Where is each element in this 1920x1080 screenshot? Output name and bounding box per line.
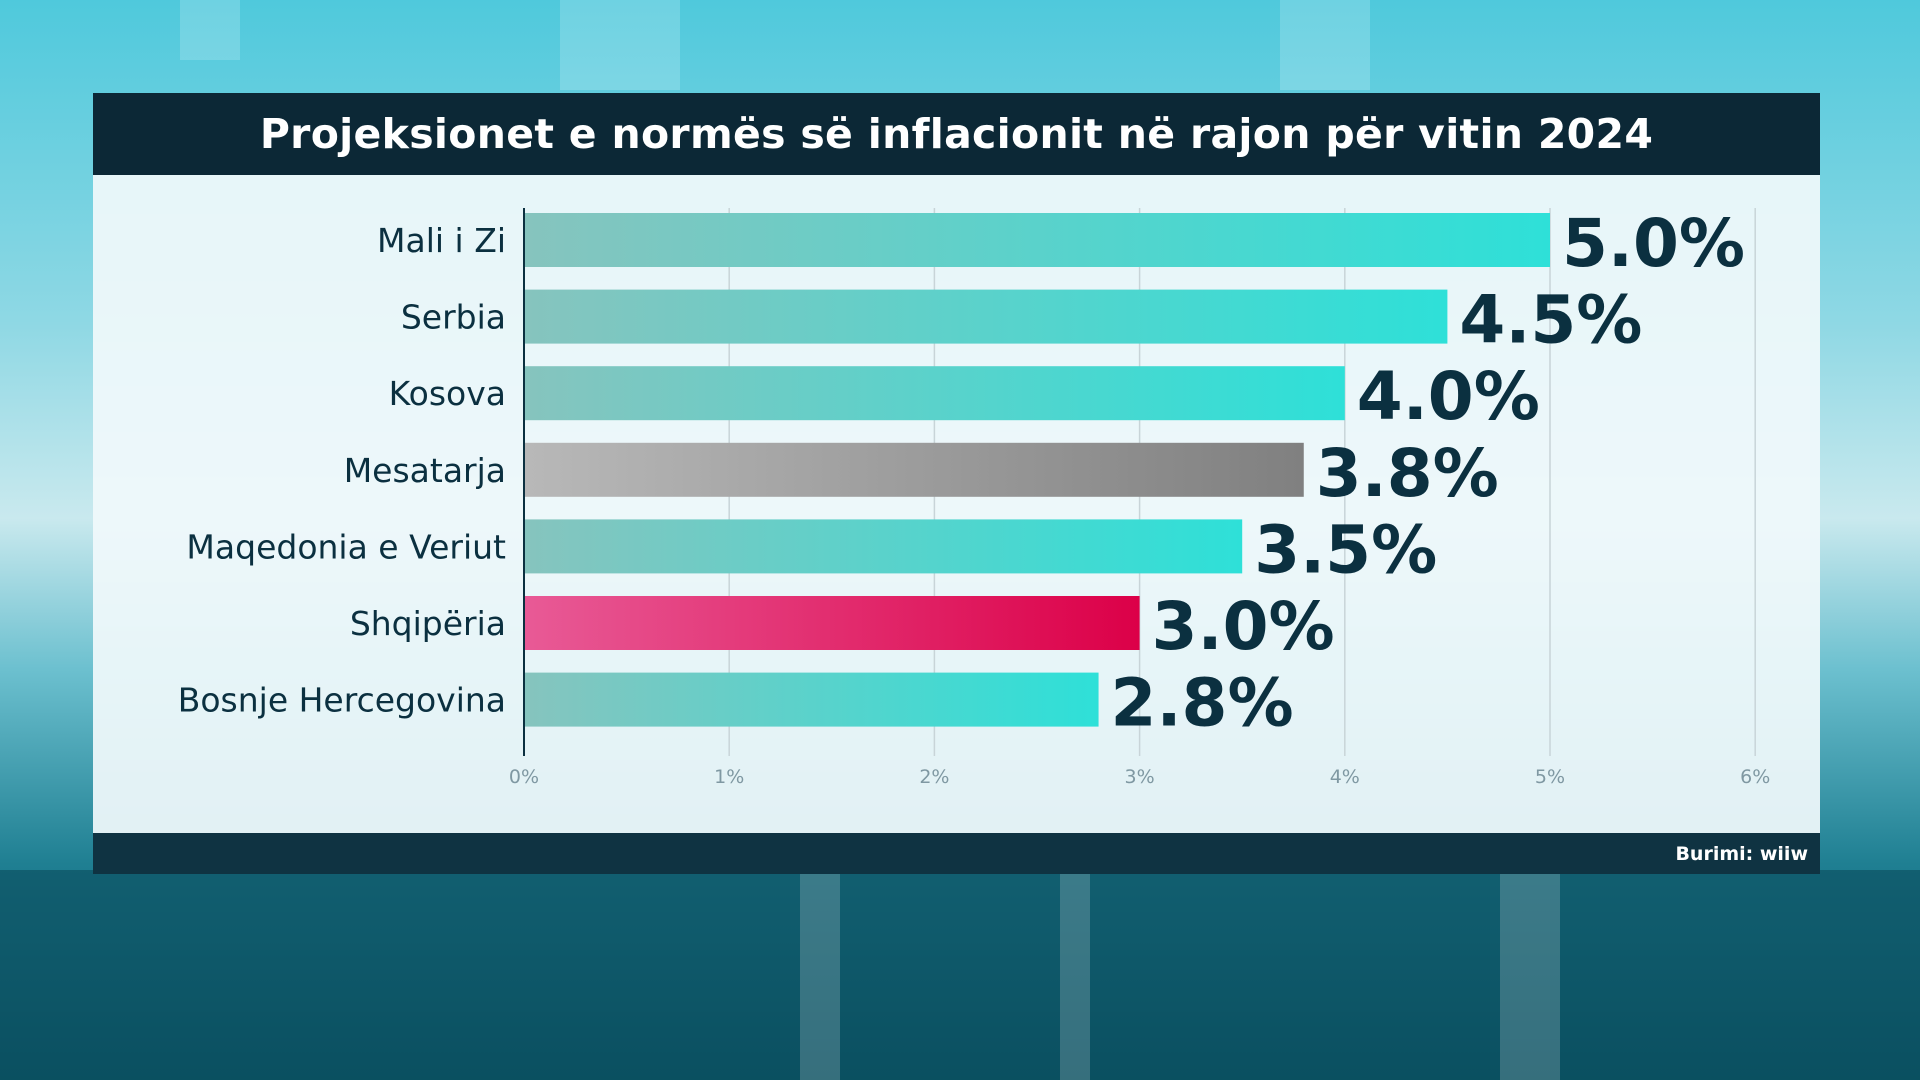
bar xyxy=(525,519,1243,574)
source-bar: Burimi: wiiw xyxy=(93,833,1820,874)
value-label: 2.8% xyxy=(1111,665,1294,742)
bar xyxy=(525,672,1099,727)
x-tick-label: 1% xyxy=(714,766,744,788)
value-label: 4.5% xyxy=(1459,282,1642,359)
category-label: Mali i Zi xyxy=(377,221,506,260)
category-label: Maqedonia e Veriut xyxy=(186,527,506,566)
category-label: Shqipëria xyxy=(350,604,506,643)
bar xyxy=(525,442,1304,497)
value-label: 3.8% xyxy=(1316,435,1499,512)
bar xyxy=(525,366,1345,421)
value-label: 4.0% xyxy=(1357,358,1540,435)
value-label: 3.5% xyxy=(1254,511,1437,588)
category-label: Serbia xyxy=(401,298,506,337)
category-label: Kosova xyxy=(389,374,506,413)
value-label: 3.0% xyxy=(1152,588,1335,665)
x-tick-label: 0% xyxy=(509,766,539,788)
x-tick-label: 6% xyxy=(1740,766,1770,788)
chart-title: Projeksionet e normës së inflacionit në … xyxy=(93,93,1820,175)
x-tick-label: 3% xyxy=(1125,766,1155,788)
category-label: Mesatarja xyxy=(344,451,506,490)
bar-chart: Mali i Zi 5.0% Serbia 4.5% Kosova 4.0% Mesatar… xyxy=(178,205,1771,788)
category-label: Bosnje Hercegovina xyxy=(178,681,506,720)
value-label: 5.0% xyxy=(1562,205,1745,282)
source-label: Burimi: wiiw xyxy=(1675,843,1808,865)
chart-panel: Projeksionet e normës së inflacionit në … xyxy=(93,93,1820,874)
bar xyxy=(525,213,1550,267)
x-tick-label: 4% xyxy=(1330,766,1360,788)
bar xyxy=(525,596,1140,650)
bar xyxy=(525,289,1448,344)
x-tick-label: 2% xyxy=(919,766,949,788)
plot-area: Mali i Zi 5.0% Serbia 4.5% Kosova 4.0% Mesatar… xyxy=(93,175,1820,833)
x-tick-label: 5% xyxy=(1535,766,1565,788)
